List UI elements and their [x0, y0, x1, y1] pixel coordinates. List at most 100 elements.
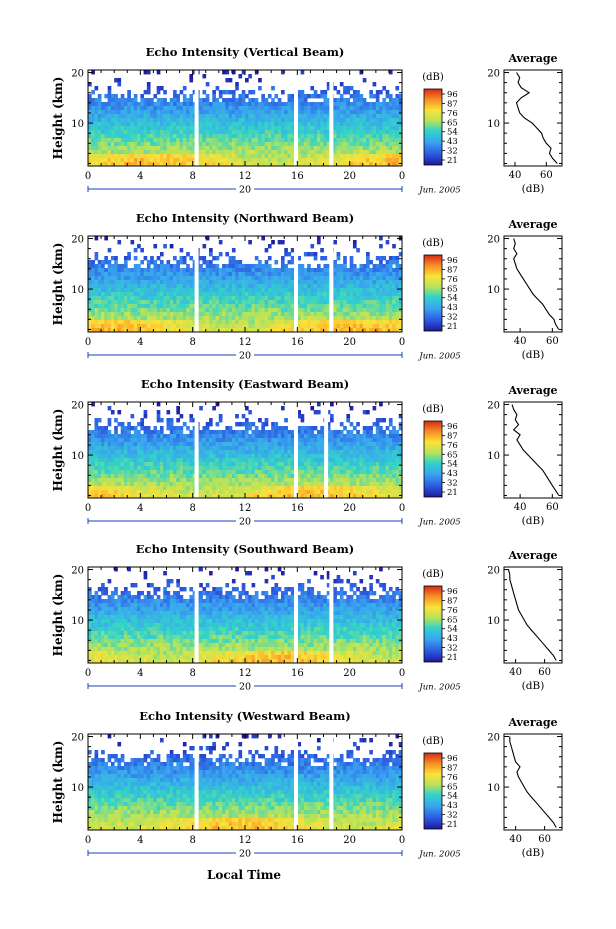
heatmap-cell	[189, 118, 194, 123]
heatmap-cell	[398, 102, 403, 107]
heatmap-cell	[339, 288, 344, 293]
heatmap-cell	[186, 130, 190, 135]
heatmap-cell	[326, 276, 331, 281]
heatmap-cell	[231, 466, 236, 471]
heatmap-cell	[127, 94, 131, 99]
heatmap-cell	[166, 418, 171, 423]
heatmap-cell	[339, 98, 344, 103]
heatmap-cell	[290, 450, 295, 455]
heatmap-cell	[310, 300, 315, 305]
heatmap-cell	[375, 118, 380, 123]
heatmap-cell	[267, 130, 272, 135]
heatmap-cell	[182, 94, 187, 99]
heatmap-cell	[156, 442, 161, 447]
heatmap-cell	[366, 142, 370, 147]
heatmap-cell	[179, 446, 184, 451]
heatmap-cell	[222, 146, 226, 151]
profile-y-tick-label: 20	[487, 69, 500, 80]
heatmap-cell	[218, 114, 223, 119]
heatmap-cell	[326, 288, 331, 293]
heatmap-cell	[303, 320, 308, 325]
heatmap-cell	[392, 288, 396, 293]
heatmap-cell	[287, 122, 292, 127]
heatmap-cell	[284, 304, 288, 309]
echo-panel-1: Echo Intensity (Vertical Beam)Height (km…	[51, 45, 563, 196]
heatmap-cell	[385, 438, 390, 443]
heatmap-cell	[186, 122, 190, 127]
heatmap-cell	[251, 328, 256, 333]
heatmap-cell	[316, 284, 321, 289]
heatmap-cell	[176, 450, 180, 455]
heatmap-cell	[366, 162, 370, 167]
heatmap-cell	[97, 98, 102, 103]
heatmap-cell	[169, 138, 174, 143]
heatmap-cell	[120, 316, 125, 321]
heatmap-cell	[159, 138, 164, 143]
heatmap-cell	[261, 320, 266, 325]
heatmap-cell	[150, 316, 154, 321]
heatmap-cell	[169, 244, 174, 249]
heatmap-cell	[110, 142, 115, 147]
heatmap-cell	[222, 470, 226, 475]
heatmap-cell	[91, 284, 95, 289]
heatmap-cell	[91, 130, 95, 135]
heatmap-cell	[267, 114, 272, 119]
heatmap-cell	[385, 454, 390, 459]
heatmap-cell	[176, 146, 180, 151]
heatmap-cell	[300, 296, 305, 301]
heatmap-cell	[212, 162, 216, 167]
heatmap-cell	[143, 150, 148, 155]
heatmap-cell	[186, 296, 190, 301]
heatmap-cell	[101, 260, 105, 265]
heatmap-cell	[192, 158, 197, 163]
heatmap-cell	[277, 288, 282, 293]
heatmap-cell	[359, 438, 364, 443]
heatmap-cell	[382, 102, 387, 107]
heatmap-cell	[326, 82, 331, 87]
heatmap-cell	[117, 474, 122, 479]
heatmap-cell	[274, 422, 279, 427]
heatmap-cell	[169, 426, 174, 431]
heatmap-cell	[248, 466, 252, 471]
heatmap-cell	[287, 434, 292, 439]
heatmap-cell	[225, 320, 230, 325]
heatmap-cell	[356, 154, 360, 159]
heatmap-cell	[88, 312, 92, 317]
heatmap-cell	[143, 300, 148, 305]
heatmap-cell	[97, 122, 102, 127]
heatmap-cell	[212, 434, 216, 439]
heatmap-cell	[104, 94, 109, 99]
heatmap-cell	[297, 268, 301, 273]
heatmap-cell	[369, 320, 373, 325]
heatmap-cell	[245, 284, 249, 289]
heatmap-cell	[153, 154, 158, 159]
heatmap-cell	[228, 276, 233, 281]
heatmap-cell	[343, 276, 347, 281]
heatmap-cell	[284, 430, 288, 435]
heatmap-cell	[310, 434, 315, 439]
heatmap-cell	[313, 272, 318, 277]
heatmap-cell	[209, 438, 213, 443]
heatmap-cell	[231, 442, 236, 447]
heatmap-cell	[101, 102, 105, 107]
heatmap-cell	[159, 142, 164, 147]
heatmap-cell	[110, 280, 115, 285]
heatmap-cell	[218, 300, 223, 305]
heatmap-cell	[372, 102, 377, 107]
heatmap-cell	[388, 470, 393, 475]
heatmap-cell	[313, 462, 318, 467]
heatmap-cell	[323, 98, 328, 103]
heatmap-cell	[379, 260, 383, 265]
heatmap-cell	[182, 458, 187, 463]
heatmap-cell	[104, 114, 109, 119]
heatmap-cell	[392, 324, 396, 329]
heatmap-cell	[218, 442, 223, 447]
heatmap-cell	[235, 126, 239, 131]
heatmap-cell	[277, 276, 282, 281]
heatmap-cell	[267, 446, 272, 451]
heatmap-cell	[245, 470, 249, 475]
heatmap-cell	[130, 474, 135, 479]
heatmap-cell	[290, 288, 295, 293]
heatmap-cell	[398, 252, 403, 257]
heatmap-cell	[133, 426, 138, 431]
